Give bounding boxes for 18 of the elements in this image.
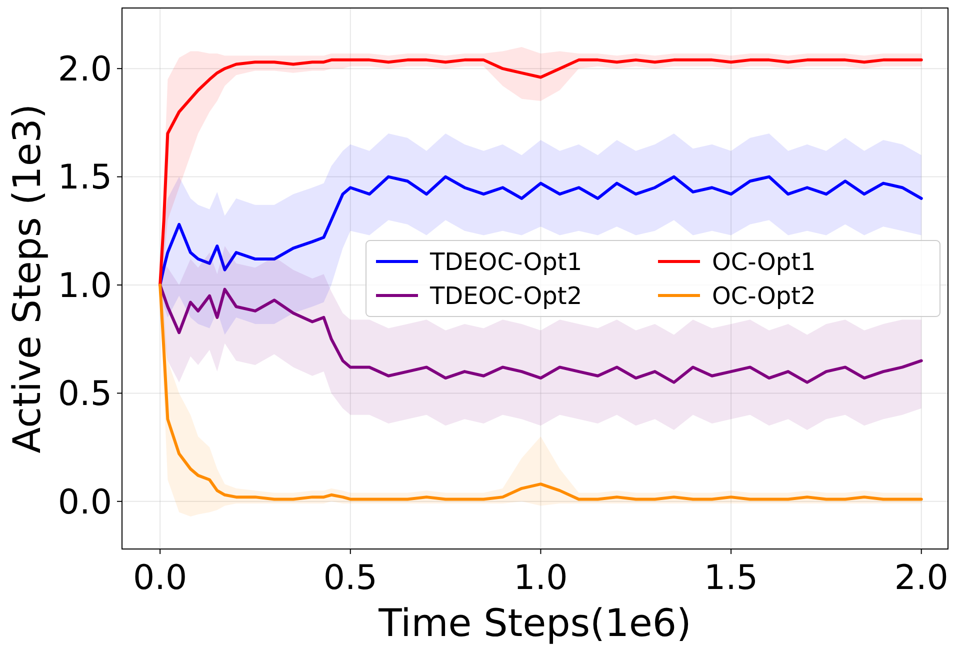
legend-label: OC-Opt2	[712, 282, 816, 310]
x-tick-label: 0.5	[323, 558, 378, 598]
line-series	[158, 283, 923, 384]
x-tick-label: 1.0	[514, 558, 568, 598]
legend-label: OC-Opt1	[712, 248, 816, 276]
y-tick-label: 0.0	[58, 482, 112, 522]
y-axis-title: Active Steps (1e3)	[5, 104, 49, 454]
line-series	[158, 175, 923, 286]
x-tick-label: 2.0	[894, 558, 948, 598]
legend-label: TDEOC-Opt1	[429, 248, 582, 276]
x-tick-label: 1.5	[704, 558, 758, 598]
y-tick-label: 0.5	[58, 374, 112, 414]
y-tick-label: 2.0	[58, 49, 112, 90]
x-axis-title: Time Steps(1e6)	[378, 601, 692, 645]
x-tick-label: 0.0	[133, 558, 188, 598]
y-tick-label: 1.0	[58, 266, 112, 306]
y-tick-label: 1.5	[58, 158, 112, 198]
legend-label: TDEOC-Opt2	[429, 282, 582, 310]
